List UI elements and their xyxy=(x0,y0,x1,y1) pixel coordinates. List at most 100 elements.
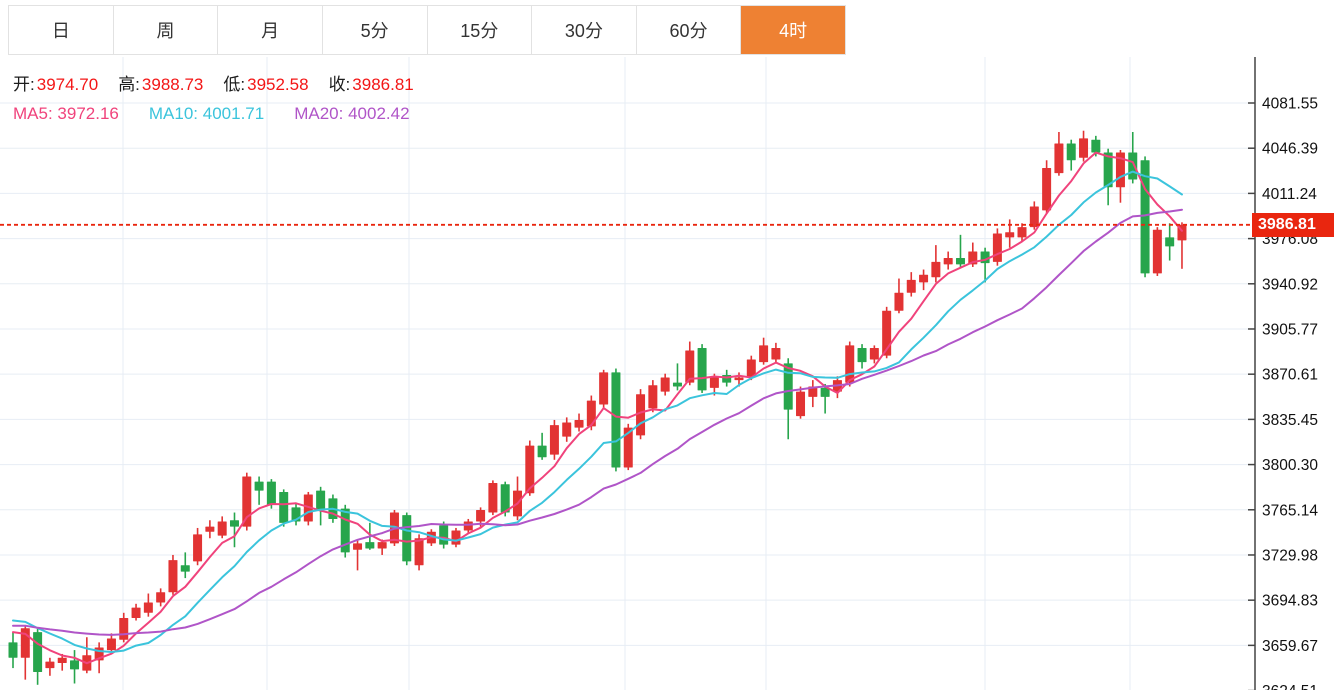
candle-body xyxy=(402,515,412,562)
candle-body xyxy=(365,542,375,549)
tab-5min[interactable]: 5分 xyxy=(323,6,428,54)
candle-body xyxy=(316,490,326,510)
y-axis-label: 3659.67 xyxy=(1262,638,1318,655)
tab-4hour[interactable]: 4时 xyxy=(741,6,845,54)
candle-body xyxy=(1066,143,1076,161)
candle-body xyxy=(1103,152,1113,188)
ma-legend: MA5: 3972.16 MA10: 4001.71 MA20: 4002.42 xyxy=(13,99,440,128)
tab-60min[interactable]: 60分 xyxy=(637,6,742,54)
candle-body xyxy=(488,482,498,513)
candle-body xyxy=(992,233,1002,262)
candle-body xyxy=(537,445,547,458)
candle-body xyxy=(119,617,129,640)
candle-body xyxy=(131,607,141,618)
tab-month[interactable]: 月 xyxy=(218,6,323,54)
candle-body xyxy=(820,387,830,397)
open-label: 开: xyxy=(13,75,35,94)
candle-body xyxy=(808,386,818,397)
candle-body xyxy=(70,660,80,670)
ma20-legend: MA20: 4002.42 xyxy=(294,104,410,123)
candle-body xyxy=(919,274,929,283)
y-axis-label: 3765.14 xyxy=(1262,502,1318,519)
candle-body xyxy=(353,543,363,550)
candle-body xyxy=(1165,237,1175,247)
candle-body xyxy=(672,382,682,387)
candle-body xyxy=(759,345,769,363)
candle-body xyxy=(303,494,313,522)
y-axis-label: 3800.30 xyxy=(1262,457,1318,474)
candle-body xyxy=(168,560,178,593)
tab-30min[interactable]: 30分 xyxy=(532,6,637,54)
candle-body xyxy=(857,347,867,363)
ma5-legend: MA5: 3972.16 xyxy=(13,104,119,123)
candle-body xyxy=(783,363,793,410)
candle-body xyxy=(1091,139,1101,153)
candle-body xyxy=(623,427,633,468)
candle-body xyxy=(1079,138,1089,158)
candle-body xyxy=(1017,227,1027,238)
candle-body xyxy=(894,292,904,311)
candle-body xyxy=(193,534,203,562)
low-label: 低: xyxy=(223,75,246,94)
candle-body xyxy=(574,419,584,428)
candle-body xyxy=(279,491,289,523)
candle-body xyxy=(45,661,55,669)
close-label: 收: xyxy=(328,75,351,94)
candle-body xyxy=(439,525,449,545)
candle-body xyxy=(143,602,153,613)
candle-body xyxy=(451,530,461,545)
chart-legend: 开: 3974.70 高: 3988.73 低: 3952.58 收: 3986.81 … xyxy=(13,70,440,128)
candle-body xyxy=(771,347,781,360)
high-value: 3988.73 xyxy=(141,75,204,94)
y-axis-label: 3729.98 xyxy=(1262,547,1318,564)
candle-body xyxy=(205,526,215,532)
candle-body xyxy=(562,422,572,437)
candle-body xyxy=(709,377,719,388)
candle-body xyxy=(525,445,535,494)
y-axis-label: 4081.55 xyxy=(1262,96,1318,113)
tab-day[interactable]: 日 xyxy=(9,6,114,54)
candle-body xyxy=(943,257,953,265)
candle-body xyxy=(685,350,695,383)
low-value: 3952.58 xyxy=(247,75,309,94)
candle-body xyxy=(106,638,116,651)
candle-body xyxy=(648,385,658,409)
candle-body xyxy=(931,261,941,278)
candle-body xyxy=(414,538,424,566)
candle-body xyxy=(1140,160,1150,274)
ma10-line xyxy=(12,170,1183,653)
candle-body xyxy=(242,476,252,527)
candle-body xyxy=(156,592,166,603)
timeframe-tabs: 日周月 5分 15分 30分 60分 4时 xyxy=(8,5,846,55)
ohlc-legend: 开: 3974.70 高: 3988.73 低: 3952.58 收: 3986.81 xyxy=(13,70,440,99)
y-axis-label: 3940.92 xyxy=(1262,276,1318,293)
candle-body xyxy=(1029,206,1039,228)
candle-body xyxy=(734,377,744,381)
y-axis-label: 3694.83 xyxy=(1262,593,1318,610)
last-price-badge: 3986.81 xyxy=(1252,212,1334,237)
high-label: 高: xyxy=(118,75,140,94)
candle-body xyxy=(217,521,227,536)
y-axis-label: 3835.45 xyxy=(1262,412,1318,429)
candle-body xyxy=(180,565,190,572)
candle-body xyxy=(229,520,239,527)
close-value: 3986.81 xyxy=(352,75,414,94)
ma20-line xyxy=(12,208,1183,636)
candle-body xyxy=(1054,143,1064,174)
y-axis-label: 3905.77 xyxy=(1262,321,1318,338)
candle-body xyxy=(746,359,756,378)
ma5-line xyxy=(12,151,1183,665)
open-value: 3974.70 xyxy=(36,75,99,94)
candle-body xyxy=(1128,152,1138,180)
candle-body xyxy=(611,372,621,468)
y-axis-label: 3624.51 xyxy=(1262,683,1318,690)
candle-body xyxy=(869,347,879,360)
candle-body xyxy=(586,400,596,427)
candle-body xyxy=(845,345,855,383)
tab-15min[interactable]: 15分 xyxy=(428,6,533,54)
candle-body xyxy=(33,632,43,672)
y-axis-label: 3870.61 xyxy=(1262,367,1318,384)
tab-week[interactable]: 周 xyxy=(114,6,219,54)
candle-body xyxy=(57,657,67,663)
